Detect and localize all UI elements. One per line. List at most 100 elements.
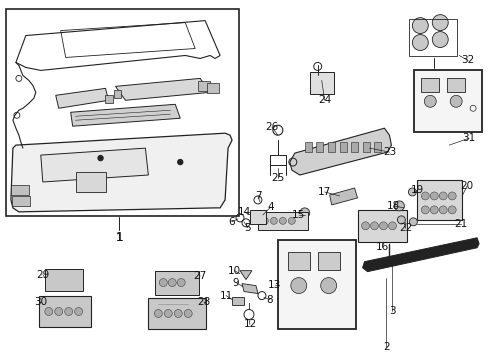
Polygon shape	[329, 188, 357, 205]
Circle shape	[407, 188, 415, 196]
Bar	[362, 142, 369, 152]
Circle shape	[55, 307, 62, 315]
Text: 30: 30	[34, 297, 47, 306]
Text: 23: 23	[382, 147, 395, 157]
Polygon shape	[115, 78, 210, 100]
Circle shape	[361, 222, 369, 230]
Bar	[339, 142, 346, 152]
Text: 14: 14	[237, 207, 250, 217]
Bar	[421, 78, 438, 92]
Text: 22: 22	[398, 223, 411, 233]
Text: 11: 11	[219, 291, 232, 301]
Bar	[447, 78, 464, 92]
Circle shape	[299, 208, 309, 218]
Circle shape	[449, 95, 461, 107]
Circle shape	[184, 310, 192, 318]
Text: 20: 20	[460, 181, 473, 191]
Text: 29: 29	[36, 270, 49, 280]
Bar	[350, 142, 358, 152]
Polygon shape	[362, 238, 478, 272]
Circle shape	[64, 307, 73, 315]
Circle shape	[421, 192, 428, 200]
Circle shape	[431, 32, 447, 48]
Circle shape	[261, 217, 268, 224]
Circle shape	[447, 192, 455, 200]
Bar	[207, 84, 219, 93]
Circle shape	[408, 218, 416, 226]
Bar	[45, 269, 82, 291]
Bar	[232, 297, 244, 305]
Circle shape	[429, 206, 437, 214]
Text: 15: 15	[291, 210, 305, 220]
Circle shape	[98, 156, 103, 161]
Text: 9: 9	[232, 278, 239, 288]
Bar	[12, 196, 30, 206]
Circle shape	[174, 310, 182, 318]
Text: 32: 32	[461, 55, 474, 66]
Circle shape	[411, 18, 427, 33]
Bar	[198, 81, 210, 91]
Polygon shape	[56, 88, 108, 108]
Circle shape	[177, 279, 185, 287]
Circle shape	[290, 278, 306, 293]
Text: 10: 10	[227, 266, 240, 276]
Text: 17: 17	[317, 187, 331, 197]
Text: 5: 5	[244, 223, 251, 233]
Circle shape	[320, 278, 336, 293]
Circle shape	[387, 222, 396, 230]
Bar	[277, 240, 355, 329]
Text: 13: 13	[268, 280, 281, 289]
Polygon shape	[242, 284, 258, 293]
Circle shape	[288, 217, 295, 224]
Text: 19: 19	[410, 185, 423, 195]
Bar	[316, 142, 323, 152]
Circle shape	[431, 15, 447, 31]
Circle shape	[45, 307, 53, 315]
Text: 1: 1	[115, 231, 123, 244]
Text: 12: 12	[243, 319, 256, 329]
Circle shape	[429, 192, 437, 200]
Circle shape	[397, 216, 405, 224]
Text: 26: 26	[264, 122, 278, 132]
Text: 4: 4	[267, 202, 274, 212]
Text: 8: 8	[266, 294, 273, 305]
Circle shape	[411, 35, 427, 50]
Text: 24: 24	[317, 95, 331, 105]
Polygon shape	[41, 148, 148, 182]
Polygon shape	[289, 128, 390, 175]
Bar	[258, 212, 307, 230]
Circle shape	[159, 279, 167, 287]
Bar	[287, 252, 309, 270]
Bar	[309, 72, 333, 94]
Text: 7: 7	[254, 191, 261, 201]
Circle shape	[178, 159, 183, 165]
Text: 25: 25	[271, 173, 284, 183]
Circle shape	[279, 217, 286, 224]
Bar	[39, 296, 90, 328]
Bar	[6, 9, 239, 216]
Bar	[11, 185, 29, 195]
Text: 28: 28	[197, 297, 210, 306]
Circle shape	[168, 279, 176, 287]
Circle shape	[438, 206, 447, 214]
Polygon shape	[71, 104, 180, 126]
Bar	[357, 210, 407, 242]
Bar	[304, 142, 311, 152]
Text: 1: 1	[116, 233, 123, 243]
Text: 16: 16	[375, 242, 388, 252]
Bar	[155, 271, 199, 294]
Text: 27: 27	[193, 271, 206, 281]
Polygon shape	[240, 271, 251, 280]
Bar	[327, 142, 334, 152]
Bar	[113, 90, 121, 98]
Circle shape	[270, 217, 277, 224]
Circle shape	[424, 95, 435, 107]
Bar	[148, 298, 206, 329]
Circle shape	[154, 310, 162, 318]
Bar	[317, 252, 339, 270]
Bar	[76, 172, 105, 192]
Bar	[104, 95, 112, 103]
Bar	[413, 71, 481, 132]
Circle shape	[421, 206, 428, 214]
Circle shape	[75, 307, 82, 315]
